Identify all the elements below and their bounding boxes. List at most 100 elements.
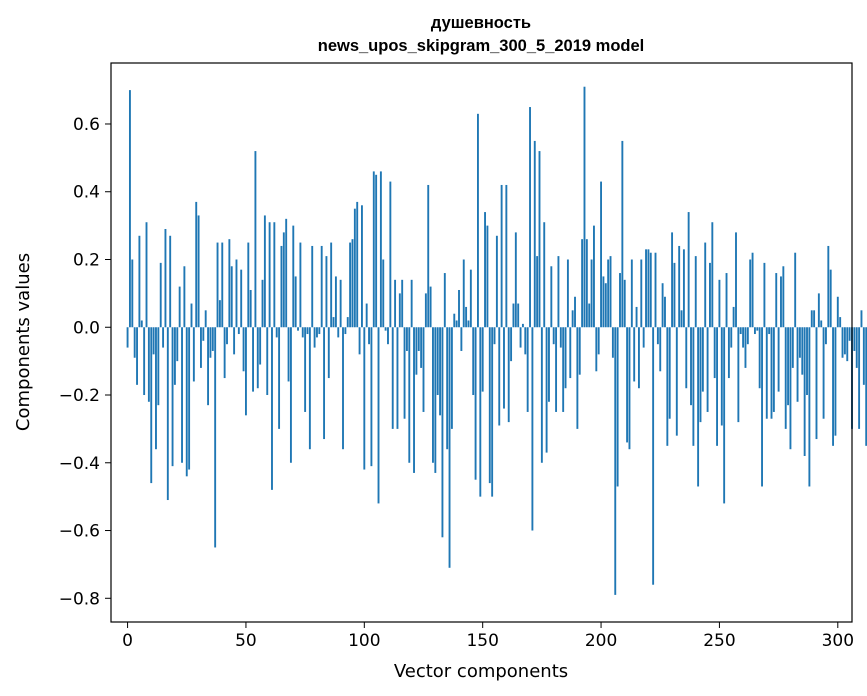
bar-component-5 (138, 235, 141, 328)
bar-component-31 (200, 327, 202, 368)
bar-component-75 (304, 327, 307, 412)
x-tick-label: 200 (585, 631, 617, 651)
bar-component-57 (261, 279, 264, 328)
bar-component-94 (349, 242, 352, 328)
bar-component-13 (157, 327, 160, 406)
bar-component-263 (749, 259, 752, 328)
bar-component-291 (815, 327, 818, 440)
bar-component-155 (493, 327, 496, 345)
bar-component-160 (505, 184, 508, 328)
bar-component-22 (178, 286, 181, 328)
bar-component-48 (240, 269, 243, 328)
bar-component-270 (765, 327, 768, 419)
bar-component-205 (611, 327, 614, 358)
bar-component-86 (330, 242, 333, 328)
bar-component-199 (597, 327, 600, 355)
bar-component-35 (209, 327, 212, 358)
bar-component-153 (488, 327, 491, 484)
bar-component-146 (472, 327, 475, 396)
bar-component-269 (763, 262, 766, 328)
bar-component-43 (228, 239, 231, 328)
bar-component-145 (469, 269, 472, 328)
bar-component-148 (477, 113, 479, 328)
bar-component-93 (346, 317, 349, 328)
bar-component-230 (671, 232, 674, 328)
bar-component-68 (287, 327, 290, 382)
bar-component-165 (517, 303, 520, 328)
bar-component-97 (356, 201, 359, 328)
bar-component-69 (289, 327, 292, 463)
bar-component-240 (694, 256, 697, 328)
bar-component-157 (498, 327, 501, 426)
bar-component-104 (372, 171, 375, 328)
bar-component-196 (590, 259, 593, 328)
bar-component-46 (235, 259, 238, 328)
bar-component-150 (481, 327, 484, 392)
bar-component-249 (716, 327, 718, 446)
bar-component-251 (720, 327, 723, 426)
bar-component-247 (711, 222, 714, 328)
bar-component-212 (628, 327, 631, 450)
bar-component-210 (623, 279, 626, 328)
bar-component-78 (311, 245, 314, 328)
bar-component-299 (834, 327, 837, 436)
bar-component-12 (155, 327, 157, 450)
bar-component-80 (316, 327, 318, 338)
bar-component-67 (285, 218, 288, 328)
bar-component-274 (775, 273, 778, 328)
bar-component-248 (713, 327, 716, 379)
bar-component-193 (583, 86, 586, 328)
bars-group (126, 86, 867, 595)
bar-component-302 (841, 327, 844, 358)
bar-component-73 (299, 242, 302, 328)
bar-component-233 (678, 245, 681, 328)
bar-component-119 (408, 327, 411, 463)
bar-component-53 (252, 327, 254, 392)
bar-component-261 (744, 327, 747, 368)
bar-component-3 (133, 327, 136, 358)
bar-component-36 (211, 327, 214, 351)
bar-component-96 (353, 208, 356, 328)
bar-component-200 (600, 181, 602, 328)
bar-component-113 (394, 279, 397, 328)
bar-component-238 (690, 327, 692, 406)
bar-component-134 (443, 273, 446, 328)
bar-component-292 (817, 293, 820, 328)
bar-component-84 (325, 256, 328, 328)
bar-component-124 (420, 327, 423, 368)
bar-component-236 (685, 327, 688, 389)
bar-component-293 (820, 320, 823, 328)
bar-component-305 (848, 327, 851, 341)
bar-component-19 (171, 327, 174, 467)
bar-component-227 (664, 296, 666, 328)
bar-component-216 (637, 327, 640, 389)
bar-component-15 (162, 327, 165, 348)
bar-component-278 (784, 327, 787, 429)
bar-component-311 (862, 327, 865, 385)
bar-component-60 (268, 222, 271, 328)
bar-component-214 (633, 327, 636, 382)
bar-component-130 (434, 327, 437, 473)
bar-component-188 (571, 310, 574, 328)
bar-component-108 (382, 259, 385, 328)
bar-component-250 (718, 279, 721, 328)
bar-component-41 (223, 327, 226, 379)
bar-component-297 (829, 269, 832, 328)
bar-component-135 (446, 327, 449, 450)
bar-component-186 (566, 259, 569, 328)
bar-component-74 (301, 327, 304, 338)
bar-component-49 (242, 327, 245, 372)
bar-component-55 (256, 327, 259, 389)
bar-component-109 (384, 327, 387, 331)
bar-component-231 (673, 262, 676, 328)
bar-component-265 (753, 327, 756, 335)
bar-component-280 (789, 327, 792, 450)
bar-component-127 (427, 184, 430, 328)
bar-component-307 (853, 327, 856, 351)
y-tick-label: 0.6 (73, 115, 100, 135)
bar-component-237 (687, 212, 690, 328)
bar-component-6 (140, 320, 143, 328)
bar-component-264 (751, 252, 754, 328)
bar-component-166 (519, 327, 522, 348)
bar-component-241 (697, 327, 700, 487)
